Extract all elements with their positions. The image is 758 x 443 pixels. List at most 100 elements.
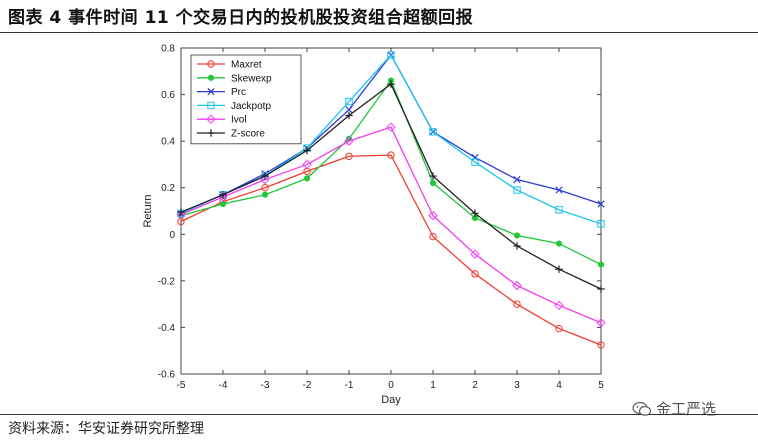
y-tick-label: -0.6: [158, 370, 176, 381]
data-point: [345, 97, 353, 106]
data-point: [597, 200, 605, 208]
legend-item: Skewexp: [197, 73, 272, 84]
legend-label: Skewexp: [231, 73, 272, 84]
legend-item: Z-score: [197, 129, 265, 140]
legend-item: Ivol: [197, 114, 247, 126]
data-point: [219, 191, 227, 199]
data-point: [219, 200, 227, 208]
data-point: [344, 136, 354, 146]
data-point: [260, 174, 270, 185]
data-point: [176, 209, 186, 220]
legend-label: Z-score: [231, 129, 265, 140]
y-tick-label: 0.2: [161, 183, 175, 194]
y-tick-label: 0.4: [161, 137, 175, 148]
x-tick-label: 1: [430, 380, 436, 391]
data-point: [555, 240, 563, 247]
data-point: [207, 60, 215, 68]
x-tick-label: -2: [303, 380, 312, 391]
data-point: [555, 186, 563, 194]
data-point: [555, 324, 563, 333]
data-point: [429, 179, 437, 187]
data-point: [597, 261, 605, 268]
x-tick-label: 2: [472, 380, 478, 391]
data-point: [261, 184, 269, 192]
source-rule: [0, 414, 758, 415]
legend-label: Prc: [231, 87, 246, 98]
data-point: [428, 210, 438, 221]
legend-label: Ivol: [231, 115, 247, 126]
data-point: [429, 172, 437, 180]
legend-label: Maxret: [231, 60, 262, 71]
series-line: [180, 154, 602, 346]
data-point: [345, 111, 353, 120]
data-point: [387, 80, 395, 88]
y-tick-label: -0.4: [158, 323, 176, 334]
legend-item: Maxret: [197, 60, 262, 71]
data-point: [429, 232, 437, 241]
data-point: [596, 318, 606, 328]
legend: Maxret Skewexp Prc Jackpotp Ivol Z-score: [190, 54, 302, 145]
x-axis-label: Day: [381, 394, 401, 406]
data-point: [513, 232, 521, 239]
data-point: [261, 172, 269, 180]
data-point: [207, 87, 215, 96]
wechat-icon: [632, 401, 652, 416]
y-tick-label: 0.6: [161, 90, 175, 101]
series-z-score: [177, 80, 605, 293]
data-point: [471, 270, 479, 278]
title-rule: [0, 32, 758, 33]
data-point: [429, 128, 437, 136]
data-point: [597, 341, 605, 349]
series-group: [176, 51, 606, 349]
data-point: [597, 220, 605, 228]
data-point: [513, 300, 521, 308]
data-point: [207, 129, 215, 137]
data-point: [345, 106, 353, 114]
legend-box: [190, 54, 302, 145]
figure-title: 图表 4 事件时间 11 个交易日内的投机股投资组合超额回报: [8, 8, 474, 28]
data-point: [345, 152, 353, 160]
data-point: [207, 74, 215, 81]
data-point: [555, 206, 563, 214]
data-point: [206, 114, 216, 124]
legend-item: Prc: [197, 87, 246, 98]
data-point: [513, 242, 521, 250]
data-point: [513, 186, 521, 194]
x-axis-ticks: -5 -4 -3 -2 -1 0 1 2 3 4 5: [177, 48, 604, 391]
data-point: [303, 146, 311, 155]
legend-label: Jackpotp: [231, 101, 271, 112]
series-line: [180, 126, 602, 324]
x-tick-label: -3: [261, 380, 270, 391]
y-axis-ticks: -0.6 -0.4 -0.2 0 0.2 0.4 0.6 0.8: [158, 44, 601, 381]
x-tick-label: -4: [219, 380, 228, 391]
x-tick-label: -5: [177, 380, 186, 391]
x-tick-label: 5: [598, 380, 604, 391]
data-point: [177, 208, 185, 216]
data-point: [512, 280, 522, 291]
data-point: [597, 285, 605, 293]
data-point: [207, 101, 215, 110]
brand-text: 金工严选: [656, 400, 717, 418]
data-point: [513, 175, 521, 184]
data-point: [554, 300, 564, 311]
source-note: 资料来源：华安证券研究所整理: [8, 421, 204, 437]
legend-item: Jackpotp: [197, 101, 271, 112]
data-point: [261, 191, 269, 198]
y-tick-label: -0.2: [158, 276, 176, 287]
x-tick-label: 3: [514, 380, 520, 391]
x-tick-label: 4: [556, 380, 562, 391]
y-axis-label: Return: [142, 194, 154, 227]
data-point: [387, 151, 395, 159]
data-point: [470, 249, 480, 259]
data-point: [471, 158, 479, 166]
x-tick-label: -1: [345, 380, 354, 391]
data-point: [555, 265, 563, 273]
data-point: [303, 175, 311, 182]
data-point: [471, 209, 479, 218]
series-maxret: [177, 151, 605, 349]
series-ivol: [176, 122, 606, 328]
brand-watermark: 金工严选: [632, 398, 716, 419]
data-point: [387, 51, 395, 59]
data-point: [471, 153, 479, 162]
y-tick-label: 0: [169, 230, 175, 241]
